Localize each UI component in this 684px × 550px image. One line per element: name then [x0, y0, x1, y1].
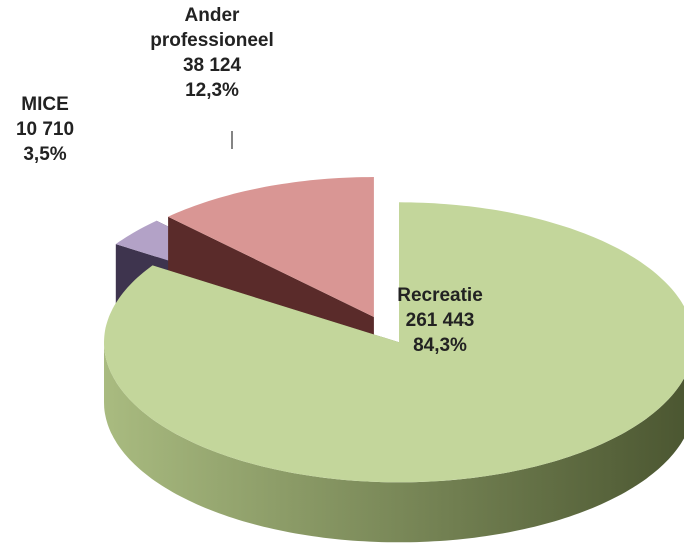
slice: [104, 202, 684, 483]
data-label: MICE 10 710 3,5%: [16, 92, 74, 167]
label-line: 3,5%: [23, 144, 67, 165]
label-line: MICE: [21, 94, 69, 115]
label-line: 84,3%: [413, 335, 467, 356]
label-line: 12,3%: [185, 80, 239, 101]
slice: [168, 177, 374, 317]
label-line: 10 710: [15, 119, 75, 140]
data-label: Recreatie 261 443 84,3%: [397, 283, 483, 358]
slice-side: [104, 342, 684, 543]
data-label: Ander professioneel 38 124 12,3%: [137, 3, 287, 103]
label-line: Recreatie: [397, 285, 483, 306]
label-line: 38 124: [182, 55, 242, 76]
label-line: 261 443: [405, 310, 475, 331]
label-line: Ander professioneel: [150, 5, 274, 51]
